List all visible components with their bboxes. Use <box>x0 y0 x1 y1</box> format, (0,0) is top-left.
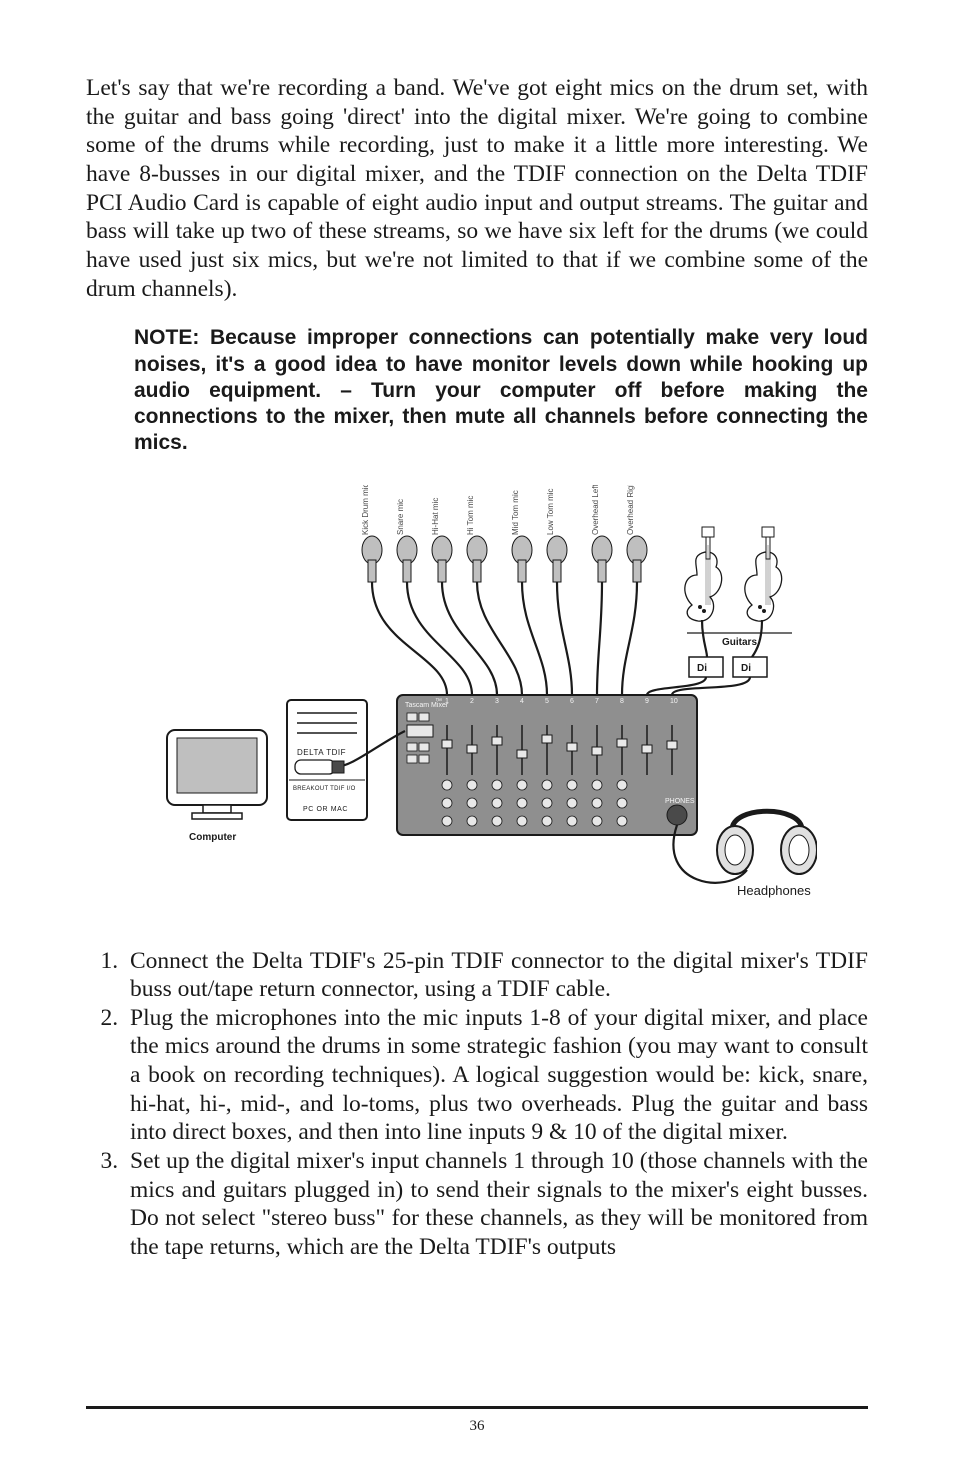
svg-text:Hi Tom mic: Hi Tom mic <box>466 495 475 534</box>
di-boxes: Di Di <box>689 657 767 677</box>
setup-diagram: Tascam Mixer ™ 1 2 3 4 5 6 7 8 9 10 <box>86 485 868 925</box>
svg-text:PC OR MAC: PC OR MAC <box>303 806 348 813</box>
svg-text:8: 8 <box>620 698 624 705</box>
svg-text:2: 2 <box>470 698 474 705</box>
svg-text:10: 10 <box>670 698 678 705</box>
svg-text:5: 5 <box>545 698 549 705</box>
tm-label: ™ <box>435 698 442 705</box>
step-3: Set up the digital mixer's input channel… <box>124 1147 868 1262</box>
phones-label: PHONES <box>665 798 695 805</box>
svg-text:3: 3 <box>495 698 499 705</box>
note-paragraph: NOTE: Because improper connections can p… <box>86 325 868 456</box>
svg-text:6: 6 <box>570 698 574 705</box>
svg-text:4: 4 <box>520 698 524 705</box>
svg-text:Di: Di <box>741 663 751 674</box>
svg-text:BREAKOUT TDIF I/O: BREAKOUT TDIF I/O <box>293 786 356 792</box>
svg-text:DELTA TDIF: DELTA TDIF <box>297 748 346 757</box>
svg-text:9: 9 <box>645 698 649 705</box>
svg-text:Di: Di <box>697 663 707 674</box>
mic-cables <box>372 582 637 695</box>
svg-text:Headphones: Headphones <box>737 883 811 898</box>
svg-text:1: 1 <box>445 698 449 705</box>
svg-text:Guitars: Guitars <box>722 637 757 648</box>
mic-row: Kick Drum mic Snare mic Hi-Hat mic Hi To… <box>361 485 647 582</box>
svg-text:Hi-Hat mic: Hi-Hat mic <box>431 497 440 534</box>
guitars: Guitars <box>685 527 792 648</box>
svg-text:Computer: Computer <box>189 832 236 843</box>
svg-text:7: 7 <box>595 698 599 705</box>
svg-text:Low Tom mic: Low Tom mic <box>546 488 555 535</box>
intro-paragraph: Let's say that we're recording a band. W… <box>86 74 868 303</box>
step-1: Connect the Delta TDIF's 25-pin TDIF con… <box>124 947 868 1004</box>
svg-text:Snare mic: Snare mic <box>396 498 405 534</box>
step-2: Plug the microphones into the mic inputs… <box>124 1004 868 1147</box>
steps-list: Connect the Delta TDIF's 25-pin TDIF con… <box>86 947 868 1262</box>
svg-text:Kick Drum mic: Kick Drum mic <box>361 485 370 535</box>
footer-rule <box>86 1406 868 1409</box>
mixer-label-1: Tascam Mixer <box>405 702 449 709</box>
svg-text:Overhead Right mic: Overhead Right mic <box>626 485 635 535</box>
svg-text:Overhead Left mic: Overhead Left mic <box>591 485 600 535</box>
svg-text:Mid Tom mic: Mid Tom mic <box>511 490 520 535</box>
page-number: 36 <box>0 1418 954 1435</box>
diagram-svg: Tascam Mixer ™ 1 2 3 4 5 6 7 8 9 10 <box>137 485 817 925</box>
